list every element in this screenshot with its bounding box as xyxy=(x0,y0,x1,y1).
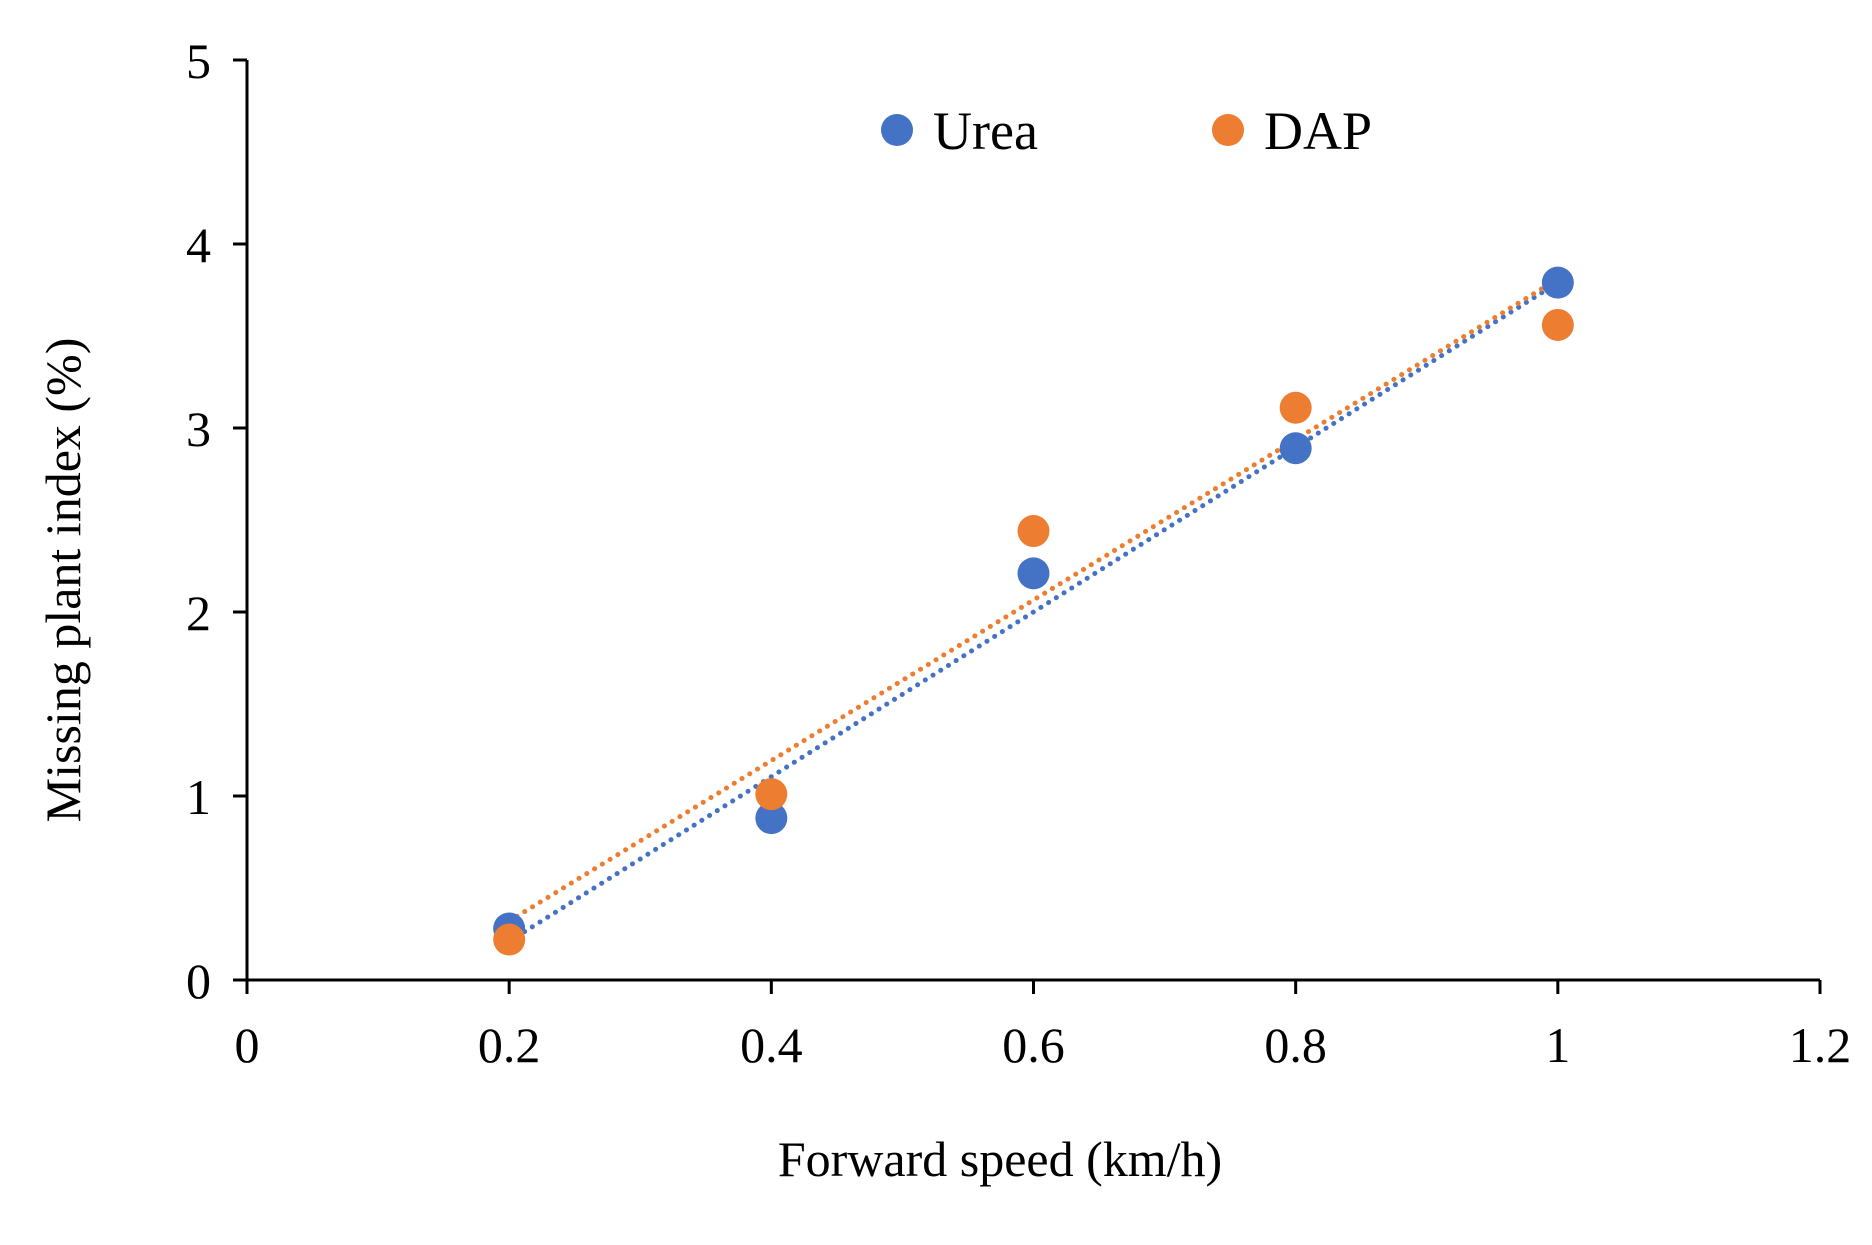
y-tick-label: 1 xyxy=(186,769,211,825)
data-point-dap xyxy=(493,923,526,956)
legend-label-urea: Urea xyxy=(933,101,1038,161)
data-point-dap xyxy=(1017,515,1050,548)
trendline-urea xyxy=(506,280,1561,944)
x-tick-label: 0.6 xyxy=(1002,1017,1065,1073)
x-axis-title: Forward speed (km/h) xyxy=(778,1131,1222,1187)
data-point-urea xyxy=(755,802,788,835)
data-point-dap xyxy=(1279,391,1312,424)
y-tick-label: 3 xyxy=(186,401,211,457)
x-tick-label: 0 xyxy=(235,1017,260,1073)
y-axis-title: Missing plant index (%) xyxy=(35,338,91,823)
y-tick-label: 2 xyxy=(186,585,211,641)
data-point-urea xyxy=(1541,266,1574,299)
legend-marker-urea xyxy=(881,114,913,146)
data-points xyxy=(493,266,1574,956)
legend-label-dap: DAP xyxy=(1264,101,1372,161)
y-tick-label: 5 xyxy=(186,33,211,89)
x-tick-label: 1 xyxy=(1545,1017,1570,1073)
x-tick-label: 1.2 xyxy=(1789,1017,1852,1073)
data-point-dap xyxy=(1541,308,1574,341)
x-tick-label: 0.8 xyxy=(1264,1017,1327,1073)
data-point-urea xyxy=(1279,432,1312,465)
trendline-dap xyxy=(506,276,1561,924)
legend-marker-dap xyxy=(1212,114,1244,146)
y-tick-label: 4 xyxy=(186,217,211,273)
tick-labels: 0 0.2 0.4 0.6 0.8 1 1.2 0 1 2 3 4 5 xyxy=(186,33,1851,1073)
trendlines xyxy=(506,276,1561,944)
data-point-dap xyxy=(755,778,788,811)
axes xyxy=(233,58,1822,994)
data-point-urea xyxy=(1017,557,1050,590)
x-tick-label: 0.2 xyxy=(478,1017,541,1073)
x-tick-label: 0.4 xyxy=(740,1017,803,1073)
legend: Urea DAP xyxy=(881,101,1372,161)
y-tick-label: 0 xyxy=(186,953,211,1009)
